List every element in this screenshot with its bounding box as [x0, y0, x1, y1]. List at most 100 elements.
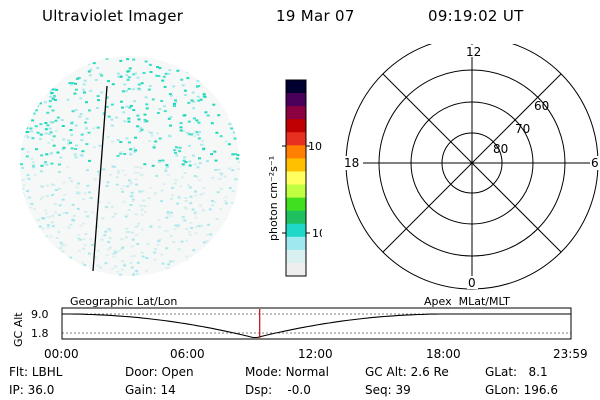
imager-pixel	[215, 131, 219, 134]
imager-pixel	[30, 70, 34, 73]
imager-pixel	[125, 227, 129, 230]
imager-pixel	[43, 162, 47, 165]
imager-pixel	[34, 109, 38, 112]
imager-pixel	[221, 85, 225, 88]
imager-pixel	[53, 57, 56, 60]
imager-pixel	[194, 194, 198, 197]
imager-pixel	[156, 112, 160, 114]
imager-pixel	[191, 208, 195, 211]
imager-pixel	[55, 189, 58, 191]
imager-pixel	[129, 204, 133, 206]
imager-pixel	[134, 178, 138, 181]
imager-pixel	[117, 250, 121, 253]
imager-pixel	[70, 121, 74, 124]
imager-pixel	[22, 184, 26, 187]
imager-pixel	[212, 103, 216, 106]
imager-pixel	[110, 103, 114, 106]
imager-pixel	[195, 176, 199, 179]
imager-pixel	[75, 186, 79, 189]
imager-pixel	[51, 214, 55, 217]
x-tick-1200: 12:00	[298, 347, 333, 361]
imager-pixel	[28, 63, 32, 66]
imager-pixel	[163, 105, 166, 108]
colorbar-segment	[286, 262, 306, 277]
imager-pixel	[172, 61, 176, 64]
imager-pixel	[26, 150, 30, 153]
imager-pixel	[237, 195, 240, 198]
imager-pixel	[169, 124, 172, 127]
imager-pixel	[237, 58, 240, 60]
imager-pixel	[109, 173, 113, 176]
imager-pixel	[196, 68, 200, 71]
imager-pixel	[57, 163, 61, 166]
imager-pixel	[116, 170, 120, 173]
imager-pixel	[85, 127, 88, 130]
imager-pixel	[223, 199, 227, 202]
glat-value: 8.1	[528, 365, 548, 379]
imager-pixel	[228, 254, 232, 257]
imager-pixel	[211, 248, 215, 251]
imager-pixel	[225, 63, 228, 66]
imager-pixel	[190, 269, 194, 271]
imager-pixel	[70, 60, 74, 63]
imager-pixel	[200, 256, 204, 258]
dsp-value: -0.0	[287, 383, 311, 397]
imager-pixel	[101, 217, 105, 220]
imager-pixel	[26, 136, 30, 139]
imager-pixel	[63, 244, 67, 247]
imager-pixel	[131, 238, 135, 241]
imager-pixel	[23, 230, 27, 233]
flt-label: Flt:	[9, 365, 28, 379]
imager-pixel	[83, 244, 87, 246]
imager-pixel	[211, 204, 214, 207]
imager-pixel	[158, 226, 162, 229]
imager-pixel	[161, 262, 165, 265]
imager-pixel	[42, 248, 46, 251]
imager-pixel	[136, 275, 140, 276]
imager-pixel	[149, 225, 153, 228]
imager-pixel	[199, 98, 203, 101]
imager-pixel	[82, 56, 86, 58]
imager-pixel	[125, 230, 129, 233]
imager-pixel	[67, 142, 71, 145]
imager-pixel	[208, 208, 212, 211]
imager-pixel	[50, 92, 54, 94]
imager-pixel	[96, 271, 100, 273]
imager-pixel	[47, 81, 51, 84]
imager-pixel	[37, 259, 41, 262]
imager-pixel	[140, 174, 144, 176]
imager-pixel	[96, 95, 100, 98]
glat-label: GLat:	[485, 365, 518, 379]
imager-pixel	[65, 211, 69, 214]
imager-pixel	[227, 107, 231, 110]
imager-pixel	[177, 195, 181, 198]
imager-pixel	[49, 120, 53, 123]
imager-pixel	[201, 272, 205, 275]
imager-pixel	[188, 61, 191, 64]
imager-pixel	[234, 153, 237, 156]
imager-pixel	[44, 128, 48, 131]
imager-pixel	[188, 160, 192, 163]
imager-pixel	[145, 257, 149, 259]
imager-pixel	[21, 179, 25, 182]
imager-pixel	[162, 183, 166, 186]
imager-pixel	[86, 169, 89, 172]
imager-pixel	[24, 272, 28, 275]
imager-pixel	[157, 75, 161, 77]
imager-pixel	[117, 172, 121, 175]
imager-pixel	[79, 154, 83, 156]
imager-pixel	[195, 257, 199, 260]
imager-pixel	[120, 268, 124, 271]
imager-pixel	[46, 195, 50, 197]
imager-pixel	[235, 157, 239, 160]
imager-pixel	[50, 162, 54, 165]
imager-pixel	[134, 166, 138, 169]
imager-pixel	[175, 146, 178, 149]
imager-pixel	[58, 214, 61, 216]
imager-pixel	[229, 56, 232, 59]
imager-pixel	[62, 181, 66, 184]
imager-pixel	[145, 120, 149, 123]
imager-pixel	[121, 260, 125, 263]
imager-pixel	[190, 258, 194, 261]
imager-pixel	[176, 224, 180, 227]
